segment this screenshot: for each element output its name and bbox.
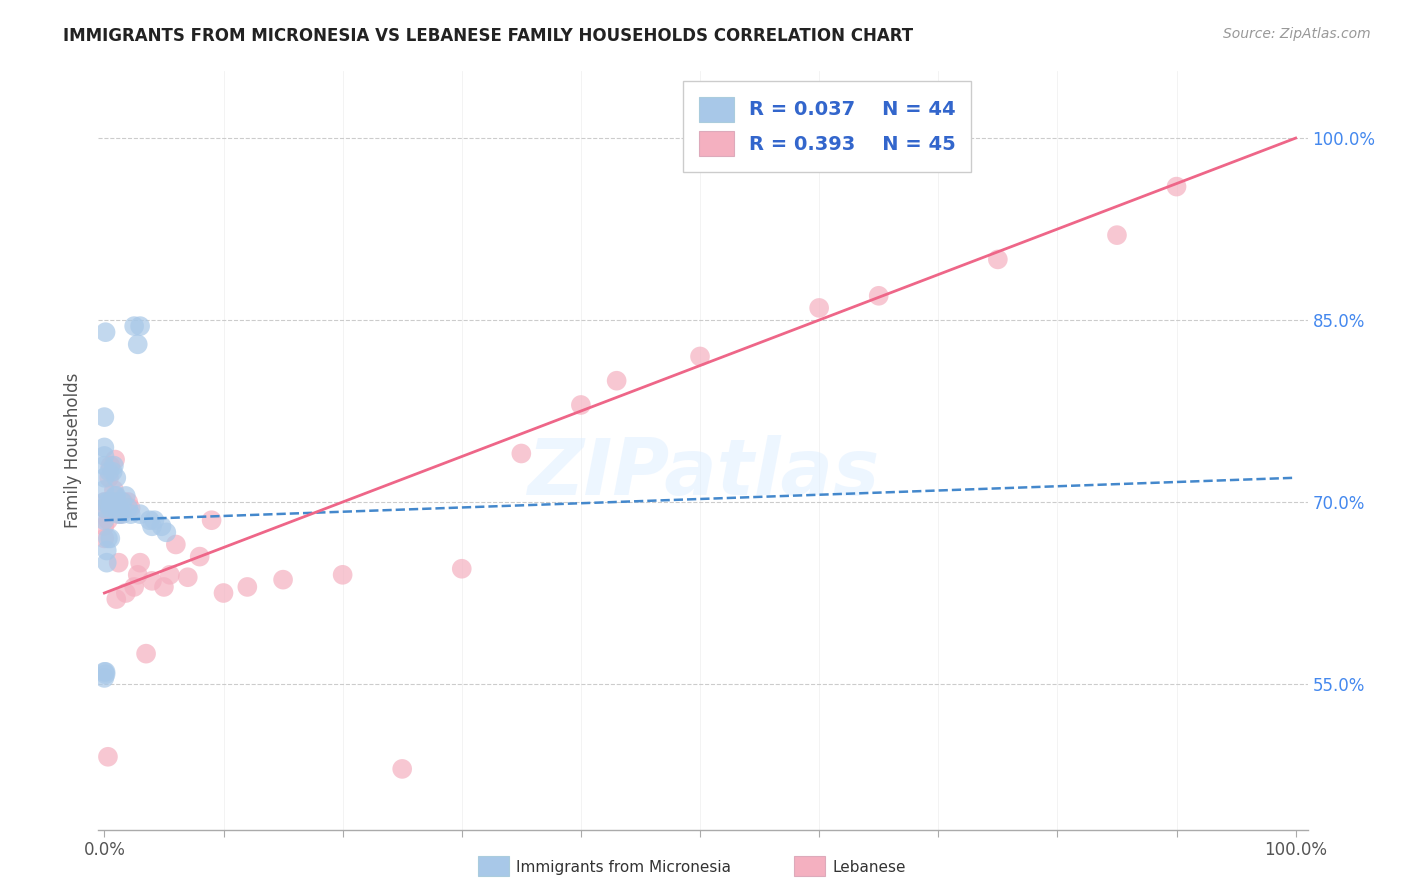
Point (569, 398, 592, 412)
Text: Source: ZipAtlas.com: Source: ZipAtlas.com (1223, 27, 1371, 41)
Point (105, 489, 128, 503)
Point (689, 350, 711, 364)
Point (165, 537, 187, 551)
Point (97, 513, 120, 527)
Point (212, 586, 235, 600)
Point (150, 519, 173, 533)
Point (135, 647, 157, 661)
Point (105, 592, 128, 607)
Point (450, 562, 472, 576)
Point (200, 513, 222, 527)
Text: Immigrants from Micronesia: Immigrants from Micronesia (516, 860, 731, 874)
Point (103, 483, 125, 497)
Point (108, 507, 131, 521)
Point (98, 465, 121, 479)
Point (122, 319, 145, 334)
Point (332, 567, 354, 582)
Point (93, 495, 115, 509)
Point (120, 501, 142, 516)
Point (93, 495, 115, 509)
Point (93, 513, 115, 527)
Point (104, 452, 127, 467)
Point (93, 458, 115, 473)
Point (808, 301, 831, 315)
Point (103, 458, 125, 473)
Point (153, 580, 176, 594)
Point (111, 507, 134, 521)
Point (120, 507, 142, 521)
Point (138, 513, 160, 527)
Point (111, 495, 134, 509)
Point (127, 337, 149, 351)
Point (129, 507, 152, 521)
Point (93, 501, 115, 516)
Point (117, 495, 139, 509)
Point (105, 495, 128, 509)
Text: IMMIGRANTS FROM MICRONESIA VS LEBANESE FAMILY HOUSEHOLDS CORRELATION CHART: IMMIGRANTS FROM MICRONESIA VS LEBANESE F… (63, 27, 914, 45)
Y-axis label: Family Households: Family Households (65, 373, 83, 528)
Point (104, 489, 127, 503)
Point (1166, 179, 1188, 194)
Point (93, 410, 115, 425)
Point (188, 549, 211, 564)
Point (141, 574, 163, 588)
Point (114, 586, 136, 600)
Point (93, 449, 115, 463)
Point (177, 570, 200, 584)
Point (93, 532, 115, 546)
Point (101, 465, 124, 479)
Point (94, 665, 117, 679)
Point (98, 471, 121, 485)
Text: Lebanese: Lebanese (832, 860, 905, 874)
Point (98, 458, 121, 473)
Point (159, 567, 181, 582)
Point (96, 543, 118, 558)
Text: ZIPatlas: ZIPatlas (527, 435, 879, 511)
Point (93, 671, 115, 685)
Point (96, 556, 118, 570)
Point (93, 665, 115, 679)
Point (94, 667, 117, 681)
Point (107, 507, 129, 521)
Point (112, 495, 135, 509)
Point (1105, 228, 1128, 243)
Legend: R = 0.037    N = 44, R = 0.393    N = 45: R = 0.037 N = 44, R = 0.393 N = 45 (683, 81, 972, 172)
Point (129, 319, 152, 334)
Point (93, 441, 115, 455)
Point (155, 525, 177, 540)
Point (105, 471, 128, 485)
Point (129, 556, 152, 570)
Point (236, 580, 259, 594)
Point (93, 471, 115, 485)
Point (97, 532, 120, 546)
Point (93, 483, 115, 497)
Point (94, 325, 117, 339)
Point (987, 252, 1010, 267)
Point (98, 532, 121, 546)
Point (606, 374, 628, 388)
Point (101, 501, 124, 516)
Point (122, 580, 145, 594)
Point (868, 289, 890, 303)
Point (127, 567, 149, 582)
Point (98, 501, 121, 516)
Point (117, 501, 139, 516)
Point (141, 519, 163, 533)
Point (97, 749, 120, 764)
Point (143, 513, 166, 527)
Point (107, 556, 129, 570)
Point (391, 762, 413, 776)
Point (97, 495, 120, 509)
Point (93, 501, 115, 516)
Point (93, 519, 115, 533)
Point (271, 573, 294, 587)
Point (111, 501, 134, 516)
Point (114, 489, 136, 503)
Point (510, 446, 533, 460)
Point (100, 495, 122, 509)
Point (108, 501, 131, 516)
